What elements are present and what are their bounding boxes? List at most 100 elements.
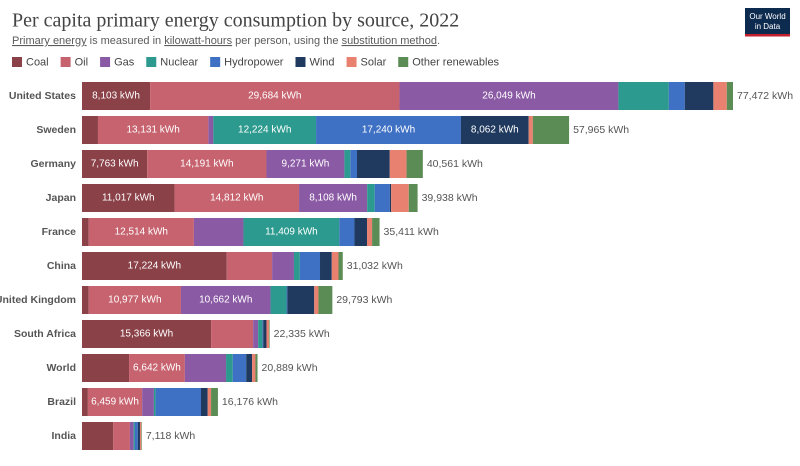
segment-label: 10,662 kWh <box>199 295 252 306</box>
bar-segment <box>372 218 380 246</box>
total-label: 35,411 kWh <box>384 226 439 238</box>
segment-label: 8,108 kWh <box>309 193 357 204</box>
total-label: 39,938 kWh <box>422 192 478 204</box>
bar-segment <box>286 286 288 314</box>
bar-segment <box>258 320 263 348</box>
bar-segment <box>207 388 212 416</box>
segment-label: 11,017 kWh <box>102 193 155 204</box>
category-label: Sweden <box>36 124 76 136</box>
bar-segment <box>684 82 714 110</box>
bar-segment <box>318 286 333 314</box>
bar-segment <box>287 286 315 314</box>
legend-swatch <box>60 57 71 67</box>
total-label: 29,793 kWh <box>336 294 392 306</box>
bar-segment <box>246 354 253 382</box>
bar-segment <box>350 150 357 178</box>
legend-swatch <box>146 57 157 67</box>
bar-segment <box>391 184 409 212</box>
segment-label: 12,224 kWh <box>238 125 291 136</box>
category-label: Germany <box>30 158 76 170</box>
total-label: 31,032 kWh <box>347 260 403 272</box>
subtitle-part: is measured in <box>87 35 165 47</box>
bar-segment <box>82 218 89 246</box>
bar-segment <box>253 320 259 348</box>
bar-segment <box>88 218 194 246</box>
segment-label: 6,642 kWh <box>133 363 181 374</box>
bar-segment <box>339 218 355 246</box>
bar-segment <box>726 82 733 110</box>
total-label: 20,889 kWh <box>262 362 318 374</box>
chart-subtitle: Primary energy is measured in kilowatt-h… <box>12 35 440 47</box>
bar-segment <box>408 184 418 212</box>
bar-segment <box>211 388 218 416</box>
logo-text: Our World <box>749 12 785 21</box>
bar-segment <box>255 354 258 382</box>
bar-segment <box>133 422 135 450</box>
bar-segment <box>200 388 208 416</box>
bar-segment <box>331 252 339 280</box>
chart-title: Per capita primary energy consumption by… <box>12 10 459 32</box>
bar-segment <box>82 320 212 348</box>
bar-segment <box>243 218 340 246</box>
bar-segment <box>270 286 287 314</box>
bar-segment <box>389 150 407 178</box>
segment-label: 8,062 kWh <box>471 125 519 136</box>
category-label: Brazil <box>47 396 76 408</box>
segment-label: 17,224 kWh <box>128 261 181 272</box>
bar-segment <box>113 422 130 450</box>
segment-label: 11,409 kWh <box>265 227 318 238</box>
segment-label: 8,103 kWh <box>92 91 140 102</box>
bar-segment <box>213 116 317 144</box>
legend-swatch <box>295 57 306 67</box>
bar-segment <box>314 286 319 314</box>
category-label: India <box>51 430 76 442</box>
bar-segment <box>713 82 727 110</box>
bar-segment <box>87 388 143 416</box>
bar-segment <box>97 116 209 144</box>
bar-segment <box>193 218 244 246</box>
bar-segment <box>147 150 267 178</box>
bar-segment <box>150 82 400 110</box>
legend-label: Oil <box>75 56 88 68</box>
bar-segment <box>129 354 185 382</box>
bar-segment <box>269 320 270 348</box>
bar-segment <box>208 116 214 144</box>
segment-label: 12,514 kWh <box>115 227 168 238</box>
bar-segment <box>299 252 321 280</box>
bar-segment <box>226 354 233 382</box>
logo-stripe <box>745 34 790 37</box>
legend-label: Hydropower <box>224 56 284 68</box>
total-label: 16,176 kWh <box>222 396 278 408</box>
bar-segment <box>262 320 264 348</box>
bar-segment <box>142 388 154 416</box>
bar-segment <box>266 320 270 348</box>
segment-label: 29,684 kWh <box>248 91 301 102</box>
legend-label: Wind <box>309 56 334 68</box>
bar-segment <box>252 354 256 382</box>
bar-segment <box>356 150 390 178</box>
bar-segment <box>263 320 267 348</box>
segment-label: 13,131 kWh <box>126 125 179 136</box>
bar-segment <box>153 388 156 416</box>
bar-segment <box>82 354 130 382</box>
segment-label: 15,366 kWh <box>120 329 173 340</box>
bar-segment <box>389 184 392 212</box>
bar-segment <box>344 150 351 178</box>
legend-swatch <box>12 57 22 67</box>
total-label: 77,472 kWh <box>737 90 793 102</box>
bar-segment <box>174 184 300 212</box>
bar-segment <box>460 116 529 144</box>
bar-segment <box>299 184 368 212</box>
bar-segment <box>367 218 373 246</box>
bar-segment <box>155 388 201 416</box>
bar-segment <box>82 184 175 212</box>
bar-segment <box>528 116 533 144</box>
legend-swatch <box>210 57 221 67</box>
bar-segment <box>82 252 227 280</box>
legend-label: Other renewables <box>412 56 499 68</box>
category-label: Japan <box>46 192 76 204</box>
bar-segment <box>82 116 98 144</box>
segment-label: 9,271 kWh <box>282 159 330 170</box>
subtitle-part: per person, using the <box>232 35 341 47</box>
bar-segment <box>399 82 619 110</box>
